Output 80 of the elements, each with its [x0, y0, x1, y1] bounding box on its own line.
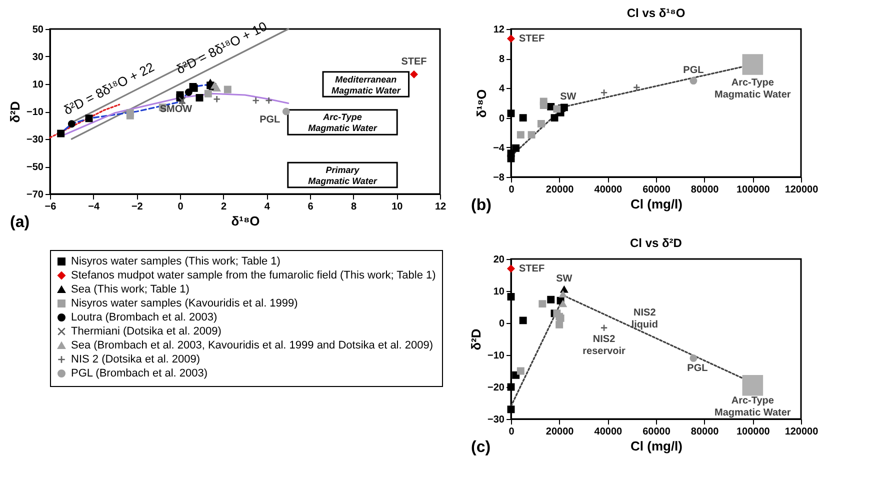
- legend-label: PGL (Brombach et al. 2003): [71, 368, 208, 380]
- y-tick-label: 4: [498, 84, 505, 95]
- x-tick-label: −4: [88, 202, 100, 212]
- text: (a): [10, 214, 30, 231]
- legend-label: Nisyros water samples (This work; Table 1): [71, 256, 280, 268]
- annotation: Arc-Type Magmatic Water: [308, 112, 378, 134]
- x-tick-label: 20000: [546, 426, 574, 438]
- x-tick-label: 120000: [784, 184, 819, 196]
- annotation: STEF: [519, 34, 545, 45]
- annotation: PGL: [687, 363, 708, 374]
- chart-title: Cl vs δ¹⁸O: [626, 6, 686, 20]
- annotation: SW: [556, 273, 573, 284]
- x-tick-label: 10: [392, 202, 404, 212]
- y-tick-label: 8: [498, 54, 505, 66]
- x-tick-label: 0: [508, 426, 515, 438]
- annotation: NIS2 reservoir: [582, 334, 626, 357]
- legend-label: Sea (Brombach et al. 2003, Kavouridis et al. 1999 and Dotsika et al. 2009): [71, 340, 433, 352]
- x-tick-label: 40000: [594, 184, 623, 196]
- x-axis-title: Cl (mg/l): [630, 438, 682, 454]
- x-tick-label: 0: [178, 202, 184, 212]
- y-tick-label: 10: [493, 286, 505, 298]
- y-tick-label: −10: [26, 107, 44, 118]
- annotation: PGL: [260, 114, 280, 126]
- y-tick-label: 20: [493, 254, 505, 266]
- x-tick-label: 80000: [690, 426, 720, 438]
- y-axis-title: δ²D: [468, 328, 484, 350]
- x-axis-title: δ¹⁸O: [231, 214, 260, 228]
- text: (c): [471, 439, 491, 456]
- x-tick-label: 80000: [690, 184, 720, 196]
- x-tick-label: 0: [508, 184, 515, 196]
- x-tick-label: 12: [434, 202, 446, 212]
- annotation: PGL: [683, 64, 704, 76]
- annotation: Primary Magmatic Water: [308, 165, 378, 186]
- y-tick-label: −50: [26, 162, 44, 173]
- annotation: Mediterranean Magmatic Water: [331, 74, 401, 96]
- legend-label: NIS 2 (Dotsika et al. 2009): [71, 354, 200, 366]
- y-tick-label: 0: [498, 113, 505, 124]
- legend-label: Stefanos mudpot water sample from the fumarolic field (This work; Table 1): [71, 270, 436, 282]
- annotation: SW: [560, 91, 577, 102]
- x-tick-label: 4: [264, 202, 270, 212]
- x-tick-label: 120000: [784, 426, 819, 438]
- annotation: Arc-Type Magmatic Water: [714, 395, 791, 418]
- y-tick-label: 50: [32, 24, 44, 36]
- x-tick-label: 2: [221, 202, 228, 212]
- x-tick-label: −6: [44, 202, 57, 212]
- y-tick-label: 12: [493, 24, 505, 36]
- x-tick-label: −2: [131, 202, 144, 212]
- x-tick-label: 40000: [594, 426, 623, 438]
- y-tick-label: −4: [493, 142, 505, 154]
- y-axis-title: δ²D: [8, 101, 23, 123]
- x-tick-label: 6: [308, 202, 314, 212]
- x-tick-label: 60000: [642, 184, 671, 196]
- y-tick-label: −30: [26, 134, 44, 146]
- legend-label: Nisyros water samples (Kavouridis et al. 1999): [71, 298, 298, 310]
- y-tick-label: −30: [488, 414, 505, 426]
- legend-label: Sea (This work; Table 1): [71, 284, 190, 296]
- annotation: Arc-Type Magmatic Water: [714, 78, 791, 101]
- y-tick-label: 30: [32, 52, 44, 63]
- legend-label: Loutra (Brombach et al. 2003): [71, 312, 218, 324]
- annotation: STEF: [519, 264, 545, 275]
- legend-label: Thermiani (Dotsika et al. 2009): [71, 326, 222, 338]
- y-tick-label: −10: [488, 350, 505, 362]
- y-tick-label: −8: [493, 172, 505, 184]
- y-tick-label: −70: [26, 190, 44, 200]
- y-tick-label: 10: [32, 80, 44, 90]
- chart-title: Cl vs δ²D: [630, 236, 682, 250]
- y-axis-title: δ¹⁸O: [474, 89, 490, 118]
- annotation: δ²D = 8δ¹⁸O + 22: [61, 59, 157, 118]
- y-tick-label: −20: [488, 382, 505, 394]
- x-tick-label: 100000: [736, 184, 770, 196]
- x-tick-label: 100000: [736, 426, 770, 438]
- annotation: SMOW: [160, 104, 193, 115]
- x-tick-label: 60000: [642, 426, 671, 438]
- annotation: NIS2 liquid: [631, 307, 658, 330]
- y-tick-label: 0: [498, 318, 505, 330]
- x-tick-label: 8: [351, 202, 358, 212]
- annotation: STEF: [401, 56, 427, 68]
- x-tick-label: 20000: [546, 184, 574, 196]
- x-axis-title: Cl (mg/l): [630, 196, 682, 212]
- text: (b): [471, 197, 492, 214]
